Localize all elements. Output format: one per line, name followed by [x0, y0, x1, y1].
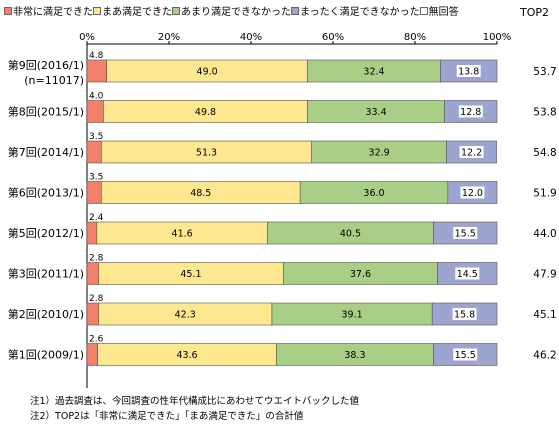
value-label: 49.8	[195, 107, 216, 118]
legend-swatch	[172, 7, 180, 15]
x-tick-label: 20%	[158, 32, 180, 43]
value-label: 12.0	[462, 188, 483, 199]
legend-swatch	[291, 7, 299, 15]
value-label: 41.6	[172, 229, 193, 240]
legend-item: まったく満足できなかった	[291, 6, 420, 20]
value-label: 4.8	[89, 51, 104, 61]
category-label: 第5回(2012/1)	[8, 226, 84, 240]
x-tick-label: 0%	[79, 32, 95, 43]
value-label: 15.5	[455, 350, 476, 361]
value-label: 2.6	[89, 335, 104, 345]
top2-value: 53.8	[533, 107, 556, 119]
value-label: 13.8	[458, 67, 479, 78]
value-label-bg	[458, 105, 483, 118]
value-label: 40.5	[340, 229, 361, 240]
value-label: 45.1	[180, 269, 201, 280]
top2-value: 44.0	[533, 228, 556, 240]
bar-segment	[86, 221, 98, 245]
value-label: 32.4	[363, 67, 384, 78]
x-tick-label: 100%	[483, 32, 512, 43]
bar-segment	[86, 100, 104, 123]
bar-segment	[86, 302, 99, 326]
category-label: (n=11017)	[24, 74, 84, 87]
legend-label: まあ満足できた	[102, 7, 172, 18]
category-label: 第3回(2011/1)	[8, 267, 84, 281]
value-label: 3.5	[89, 173, 103, 183]
category-label: 第8回(2015/1)	[8, 105, 84, 119]
note-2: 注2）TOP2は「非常に満足できた」「まあ満足できた」の合計値	[30, 411, 304, 422]
value-label: 4.0	[89, 92, 104, 102]
legend-label: あまり満足できなかった	[181, 7, 291, 18]
legend-item: あまり満足できなかった	[172, 6, 291, 20]
value-label: 12.2	[461, 148, 482, 159]
value-label: 15.8	[454, 310, 475, 321]
category-label: 第7回(2014/1)	[8, 145, 84, 159]
top2-value: 46.2	[533, 350, 556, 362]
value-label: 51.3	[196, 148, 217, 159]
value-label-bg	[455, 267, 480, 280]
top2-value: 51.9	[533, 188, 556, 200]
value-label-bg	[459, 146, 484, 158]
legend-label: まったく満足できなかった	[300, 7, 420, 18]
bar-segment	[86, 181, 102, 204]
chart-legend: 非常に満足できた まあ満足できた あまり満足できなかった まったく満足できなかった 無回…	[4, 6, 459, 20]
value-label: 2.8	[89, 294, 104, 304]
top2-value: 53.7	[533, 66, 556, 78]
x-tick-label: 80%	[404, 32, 426, 43]
value-label: 33.4	[365, 107, 386, 118]
x-tick-label: 40%	[240, 32, 262, 43]
top2-header: TOP2	[520, 6, 550, 19]
legend-swatch	[419, 7, 428, 15]
category-label: 第6回(2013/1)	[8, 186, 84, 200]
value-label-bg	[456, 65, 481, 77]
value-label: 36.0	[363, 188, 384, 199]
value-label-bg	[453, 227, 478, 239]
bar-segment	[86, 262, 99, 285]
value-label: 14.5	[457, 269, 478, 280]
category-label: 第1回(2009/1)	[8, 348, 84, 362]
top2-value: 47.9	[533, 269, 556, 281]
legend-item: まあ満足できた	[93, 6, 172, 20]
value-label: 42.3	[175, 310, 196, 321]
top2-value: 54.8	[533, 147, 556, 159]
value-label-bg	[460, 186, 485, 199]
category-label: 第9回(2016/1)	[8, 58, 84, 72]
top2-value: 45.1	[533, 309, 556, 321]
value-label-bg	[452, 308, 477, 320]
legend-swatch	[4, 7, 12, 15]
note-1: 注1）過去調査は、今回調査の性年代構成比にあわせてウエイトバックした値	[30, 396, 360, 407]
value-label: 15.5	[455, 229, 476, 240]
legend-item: 非常に満足できた	[4, 6, 93, 20]
value-label: 12.8	[460, 107, 481, 118]
x-tick-label: 60%	[322, 32, 344, 43]
value-label: 49.0	[197, 67, 218, 78]
value-label: 38.3	[344, 350, 365, 361]
value-label: 3.5	[89, 132, 103, 142]
bar-segment	[86, 140, 102, 164]
legend-label: 非常に満足できた	[13, 7, 93, 18]
legend-item: 無回答	[419, 6, 459, 20]
bar-segment	[86, 343, 98, 366]
value-label: 2.8	[89, 254, 104, 264]
value-label: 43.6	[176, 350, 197, 361]
value-label: 48.5	[190, 188, 211, 199]
value-label: 2.4	[89, 213, 104, 223]
bar-segment	[86, 59, 107, 83]
category-label: 第2回(2010/1)	[8, 307, 84, 321]
value-label: 39.1	[341, 310, 362, 321]
chart-notes: 注1）過去調査は、今回調査の性年代構成比にあわせてウエイトバックした値 注2）T…	[30, 394, 359, 424]
value-label-bg	[453, 348, 478, 361]
value-label: 32.9	[369, 148, 390, 159]
legend-swatch	[93, 7, 101, 15]
legend-label: 無回答	[428, 7, 459, 18]
value-label: 37.6	[350, 269, 371, 280]
